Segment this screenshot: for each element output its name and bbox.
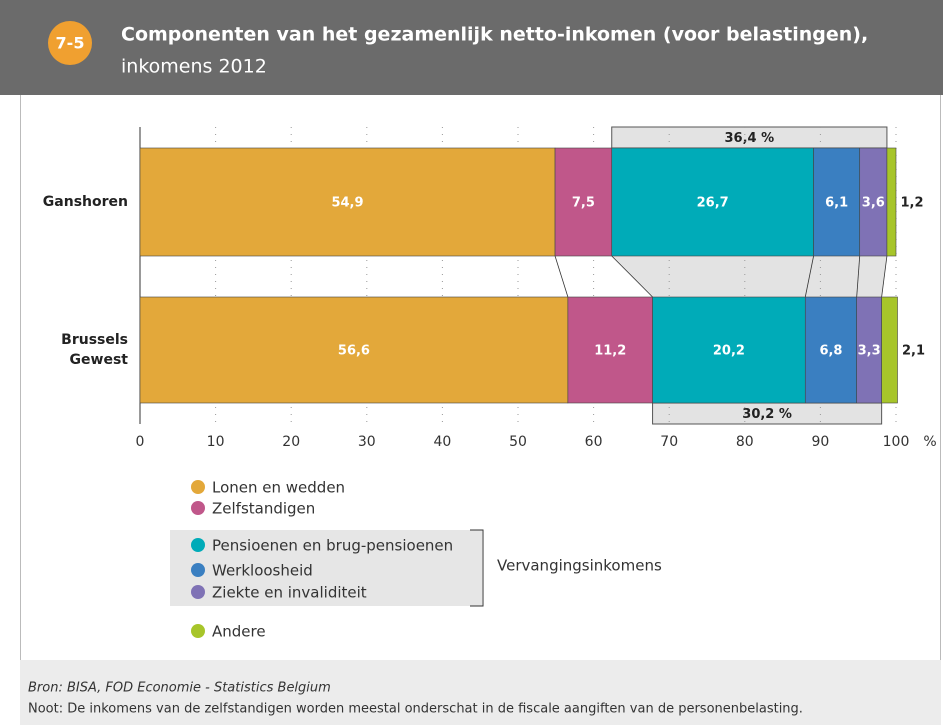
- x-tick-label: 70: [660, 434, 678, 450]
- connector-line: [856, 255, 861, 298]
- bar-segment: [813, 147, 861, 257]
- legend-group-label: Vervangingsinkomens: [497, 557, 662, 575]
- x-tick-label: 0: [136, 434, 145, 450]
- value-label: 3,3: [858, 344, 881, 359]
- value-label: 11,2: [594, 344, 626, 359]
- legend-label: Pensioenen en brug-pensioenen: [212, 537, 453, 555]
- legend-label: Ziekte en invaliditeit: [212, 584, 367, 602]
- legend-bracket: [470, 529, 484, 607]
- value-label: 26,7: [697, 196, 729, 211]
- header: [0, 0, 943, 95]
- note: Noot: De inkomens van de zelfstandigen w…: [28, 702, 803, 717]
- x-tick-label: 10: [207, 434, 225, 450]
- legend-label: Werkloosheid: [212, 562, 313, 580]
- bar-segment: [804, 296, 857, 404]
- legend-label: Andere: [212, 623, 266, 641]
- connector-line: [554, 255, 569, 298]
- legend-swatch: [191, 585, 205, 599]
- connector-line: [611, 255, 653, 298]
- value-label: 6,8: [819, 344, 842, 359]
- value-label: 7,5: [572, 196, 595, 211]
- legend-group-box: [170, 530, 482, 606]
- legend-label: Lonen en wedden: [212, 479, 345, 497]
- connector-line: [881, 255, 888, 298]
- value-label: 3,6: [862, 196, 885, 211]
- legend-swatch: [191, 563, 205, 577]
- footer-bg: [20, 660, 941, 725]
- bar-segment: [652, 296, 806, 404]
- legend-swatch: [191, 480, 205, 494]
- x-tick-label: 20: [282, 434, 300, 450]
- bar-segment: [856, 296, 882, 404]
- category-label: Ganshoren: [42, 194, 128, 210]
- source: Bron: BISA, FOD Economie - Statistics Be…: [28, 681, 331, 696]
- x-tick-label: 90: [811, 434, 829, 450]
- x-tick-label: 40: [433, 434, 451, 450]
- x-tick-label: 30: [358, 434, 376, 450]
- chart-subtitle: inkomens 2012: [121, 56, 267, 78]
- legend-swatch: [191, 624, 205, 638]
- group-label: 30,2 %: [742, 407, 792, 422]
- bar-segment: [611, 147, 814, 257]
- legend-label: Zelfstandigen: [212, 500, 315, 518]
- bar-segment: [881, 296, 898, 404]
- x-tick-label: 60: [585, 434, 603, 450]
- bar-segment: [859, 147, 888, 257]
- connector-line: [804, 255, 814, 298]
- x-axis-label: %: [923, 434, 936, 450]
- value-label: 2,1: [902, 344, 925, 359]
- value-label: 56,6: [338, 344, 370, 359]
- category-label: Brussels Gewest: [61, 332, 128, 368]
- x-tick-label: 50: [509, 434, 527, 450]
- value-label: 6,1: [825, 196, 848, 211]
- x-tick-label: 100: [883, 434, 910, 450]
- value-label: 20,2: [713, 344, 745, 359]
- legend-swatch: [191, 501, 205, 515]
- badge: [48, 21, 92, 65]
- group-label: 36,4 %: [725, 131, 775, 146]
- x-tick-label: 80: [736, 434, 754, 450]
- group-connector: [611, 256, 887, 297]
- badge-text: 7-5: [56, 34, 85, 53]
- bar-segment: [886, 147, 897, 257]
- legend-swatch: [191, 538, 205, 552]
- value-label: 54,9: [331, 196, 363, 211]
- chart-title: Componenten van het gezamenlijk netto-in…: [121, 24, 868, 46]
- value-label: 1,2: [900, 196, 923, 211]
- bar-segment: [139, 296, 569, 404]
